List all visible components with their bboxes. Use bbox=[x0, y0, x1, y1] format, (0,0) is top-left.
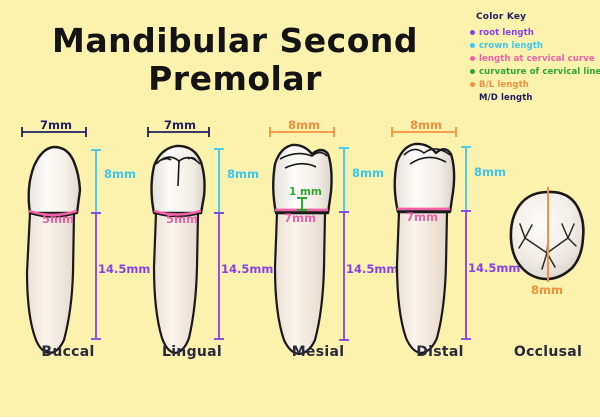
root-height-dimension-bar bbox=[339, 211, 349, 341]
distal-crown-label: 8mm bbox=[474, 165, 506, 179]
bl-width-dimension-bar bbox=[391, 127, 457, 137]
page-title: Mandibular Second Premolar bbox=[0, 22, 470, 98]
legend-item-md-length: M/D length bbox=[470, 91, 596, 104]
distal-width-label: 8mm bbox=[410, 118, 442, 132]
legend-label-bl-length: B/L length bbox=[479, 79, 529, 90]
mesial-root-label: 14.5mm bbox=[346, 262, 399, 276]
buccal-tooth-illustration bbox=[21, 127, 101, 355]
buccal-view-label: Buccal bbox=[41, 344, 95, 360]
occlusal-bl-label: 8mm bbox=[531, 283, 563, 297]
legend-item-root-length: root length bbox=[470, 26, 596, 39]
legend-item-bl-length: B/L length bbox=[470, 78, 596, 91]
lingual-tooth-illustration bbox=[147, 127, 224, 355]
tooth-view-distal: 8mm 8mm 7mm 14.5mm Distal bbox=[380, 112, 520, 362]
cervical-line-outline bbox=[28, 212, 78, 218]
tooth-crown-shape bbox=[272, 143, 333, 215]
mesial-view-label: Mesial bbox=[291, 344, 345, 360]
occlusal-groove-lines bbox=[155, 156, 201, 187]
legend-label-crown-length: crown length bbox=[479, 40, 544, 51]
tooth-view-buccal: 7mm 8mm 5mm 14.5mm Buccal bbox=[8, 112, 150, 362]
color-key-legend: Color Key root length crown length lengt… bbox=[470, 12, 600, 104]
legend-bullet-icon bbox=[470, 82, 475, 87]
legend-bullet-icon bbox=[470, 30, 475, 35]
occlusal-tooth-illustration bbox=[509, 187, 585, 282]
lingual-view-label: Lingual bbox=[161, 344, 223, 360]
crown-height-dimension-bar bbox=[91, 149, 101, 214]
tooth-root-shape bbox=[25, 211, 76, 355]
lingual-width-label: 7mm bbox=[164, 118, 196, 132]
distal-tooth-illustration bbox=[391, 127, 471, 355]
cervical-line-marker bbox=[28, 209, 78, 217]
crown-height-dimension-bar bbox=[339, 147, 349, 213]
tooth-root-shape bbox=[395, 210, 449, 355]
tooth-view-lingual: 7mm 8mm 5mm 14.5mm Lingual bbox=[132, 112, 273, 362]
legend-item-crown-length: crown length bbox=[470, 39, 596, 52]
mesial-tooth-illustration bbox=[269, 127, 349, 356]
legend-bullet-icon bbox=[470, 43, 475, 48]
legend-label-root-length: root length bbox=[479, 27, 534, 38]
legend-item-cervical-curve: length at cervical curve bbox=[470, 52, 596, 65]
legend-bullet-icon bbox=[470, 95, 475, 100]
legend-heading: Color Key bbox=[476, 12, 527, 22]
root-height-dimension-bar bbox=[91, 212, 101, 340]
legend-item-cervical-line-curvature: curvature of cervical line bbox=[470, 65, 600, 78]
tooth-crown-shape bbox=[393, 142, 456, 214]
tooth-view-occlusal: 8mm Occlusal bbox=[498, 112, 598, 362]
crown-height-dimension-bar bbox=[214, 148, 224, 214]
tooth-crown-shape bbox=[27, 145, 82, 215]
md-width-dimension-bar bbox=[147, 127, 210, 137]
buccal-root-label: 14.5mm bbox=[98, 262, 151, 276]
buccal-cervical-label: 5mm bbox=[42, 212, 74, 226]
tooth-root-shape bbox=[152, 211, 200, 355]
cusp-ridge-lines bbox=[279, 151, 328, 169]
cervical-curvature-marker bbox=[297, 197, 307, 211]
legend-bullet-icon bbox=[470, 69, 475, 74]
lingual-root-label: 14.5mm bbox=[221, 262, 274, 276]
legend-bullet-icon bbox=[470, 56, 475, 61]
mesial-cervical-label: 7mm bbox=[284, 211, 316, 225]
lingual-cervical-label: 5mm bbox=[166, 212, 198, 226]
cervical-line-marker bbox=[153, 209, 202, 216]
legend-label-cervical-line-curvature: curvature of cervical line bbox=[479, 66, 600, 77]
tooth-root-shape bbox=[273, 211, 327, 356]
mesial-curvature-label: 1 mm bbox=[289, 186, 322, 198]
lingual-crown-label: 8mm bbox=[227, 167, 259, 181]
tooth-view-mesial: 8mm 8mm 1 mm 7mm 14.5mm Mesial bbox=[258, 112, 398, 362]
root-height-dimension-bar bbox=[214, 212, 224, 340]
bl-width-dimension-bar bbox=[269, 127, 335, 137]
legend-label-cervical-curve: length at cervical curve bbox=[479, 53, 595, 64]
crown-height-dimension-bar bbox=[461, 146, 471, 212]
buccal-crown-label: 8mm bbox=[104, 167, 136, 181]
cusp-ridge-lines bbox=[403, 148, 451, 165]
mesial-width-label: 8mm bbox=[288, 118, 320, 132]
distal-cervical-label: 7mm bbox=[406, 210, 438, 224]
cervical-line-outline bbox=[153, 212, 202, 218]
distal-root-label: 14.5mm bbox=[468, 261, 521, 275]
root-height-dimension-bar bbox=[461, 210, 471, 340]
md-width-dimension-bar bbox=[21, 127, 87, 137]
mesial-crown-label: 8mm bbox=[352, 166, 384, 180]
distal-view-label: Distal bbox=[416, 344, 464, 360]
occlusal-view-label: Occlusal bbox=[513, 344, 583, 360]
legend-label-md-length: M/D length bbox=[479, 92, 533, 103]
buccal-width-label: 7mm bbox=[40, 118, 72, 132]
title-line-2: Premolar bbox=[148, 59, 322, 98]
title-line-1: Mandibular Second bbox=[52, 21, 418, 60]
